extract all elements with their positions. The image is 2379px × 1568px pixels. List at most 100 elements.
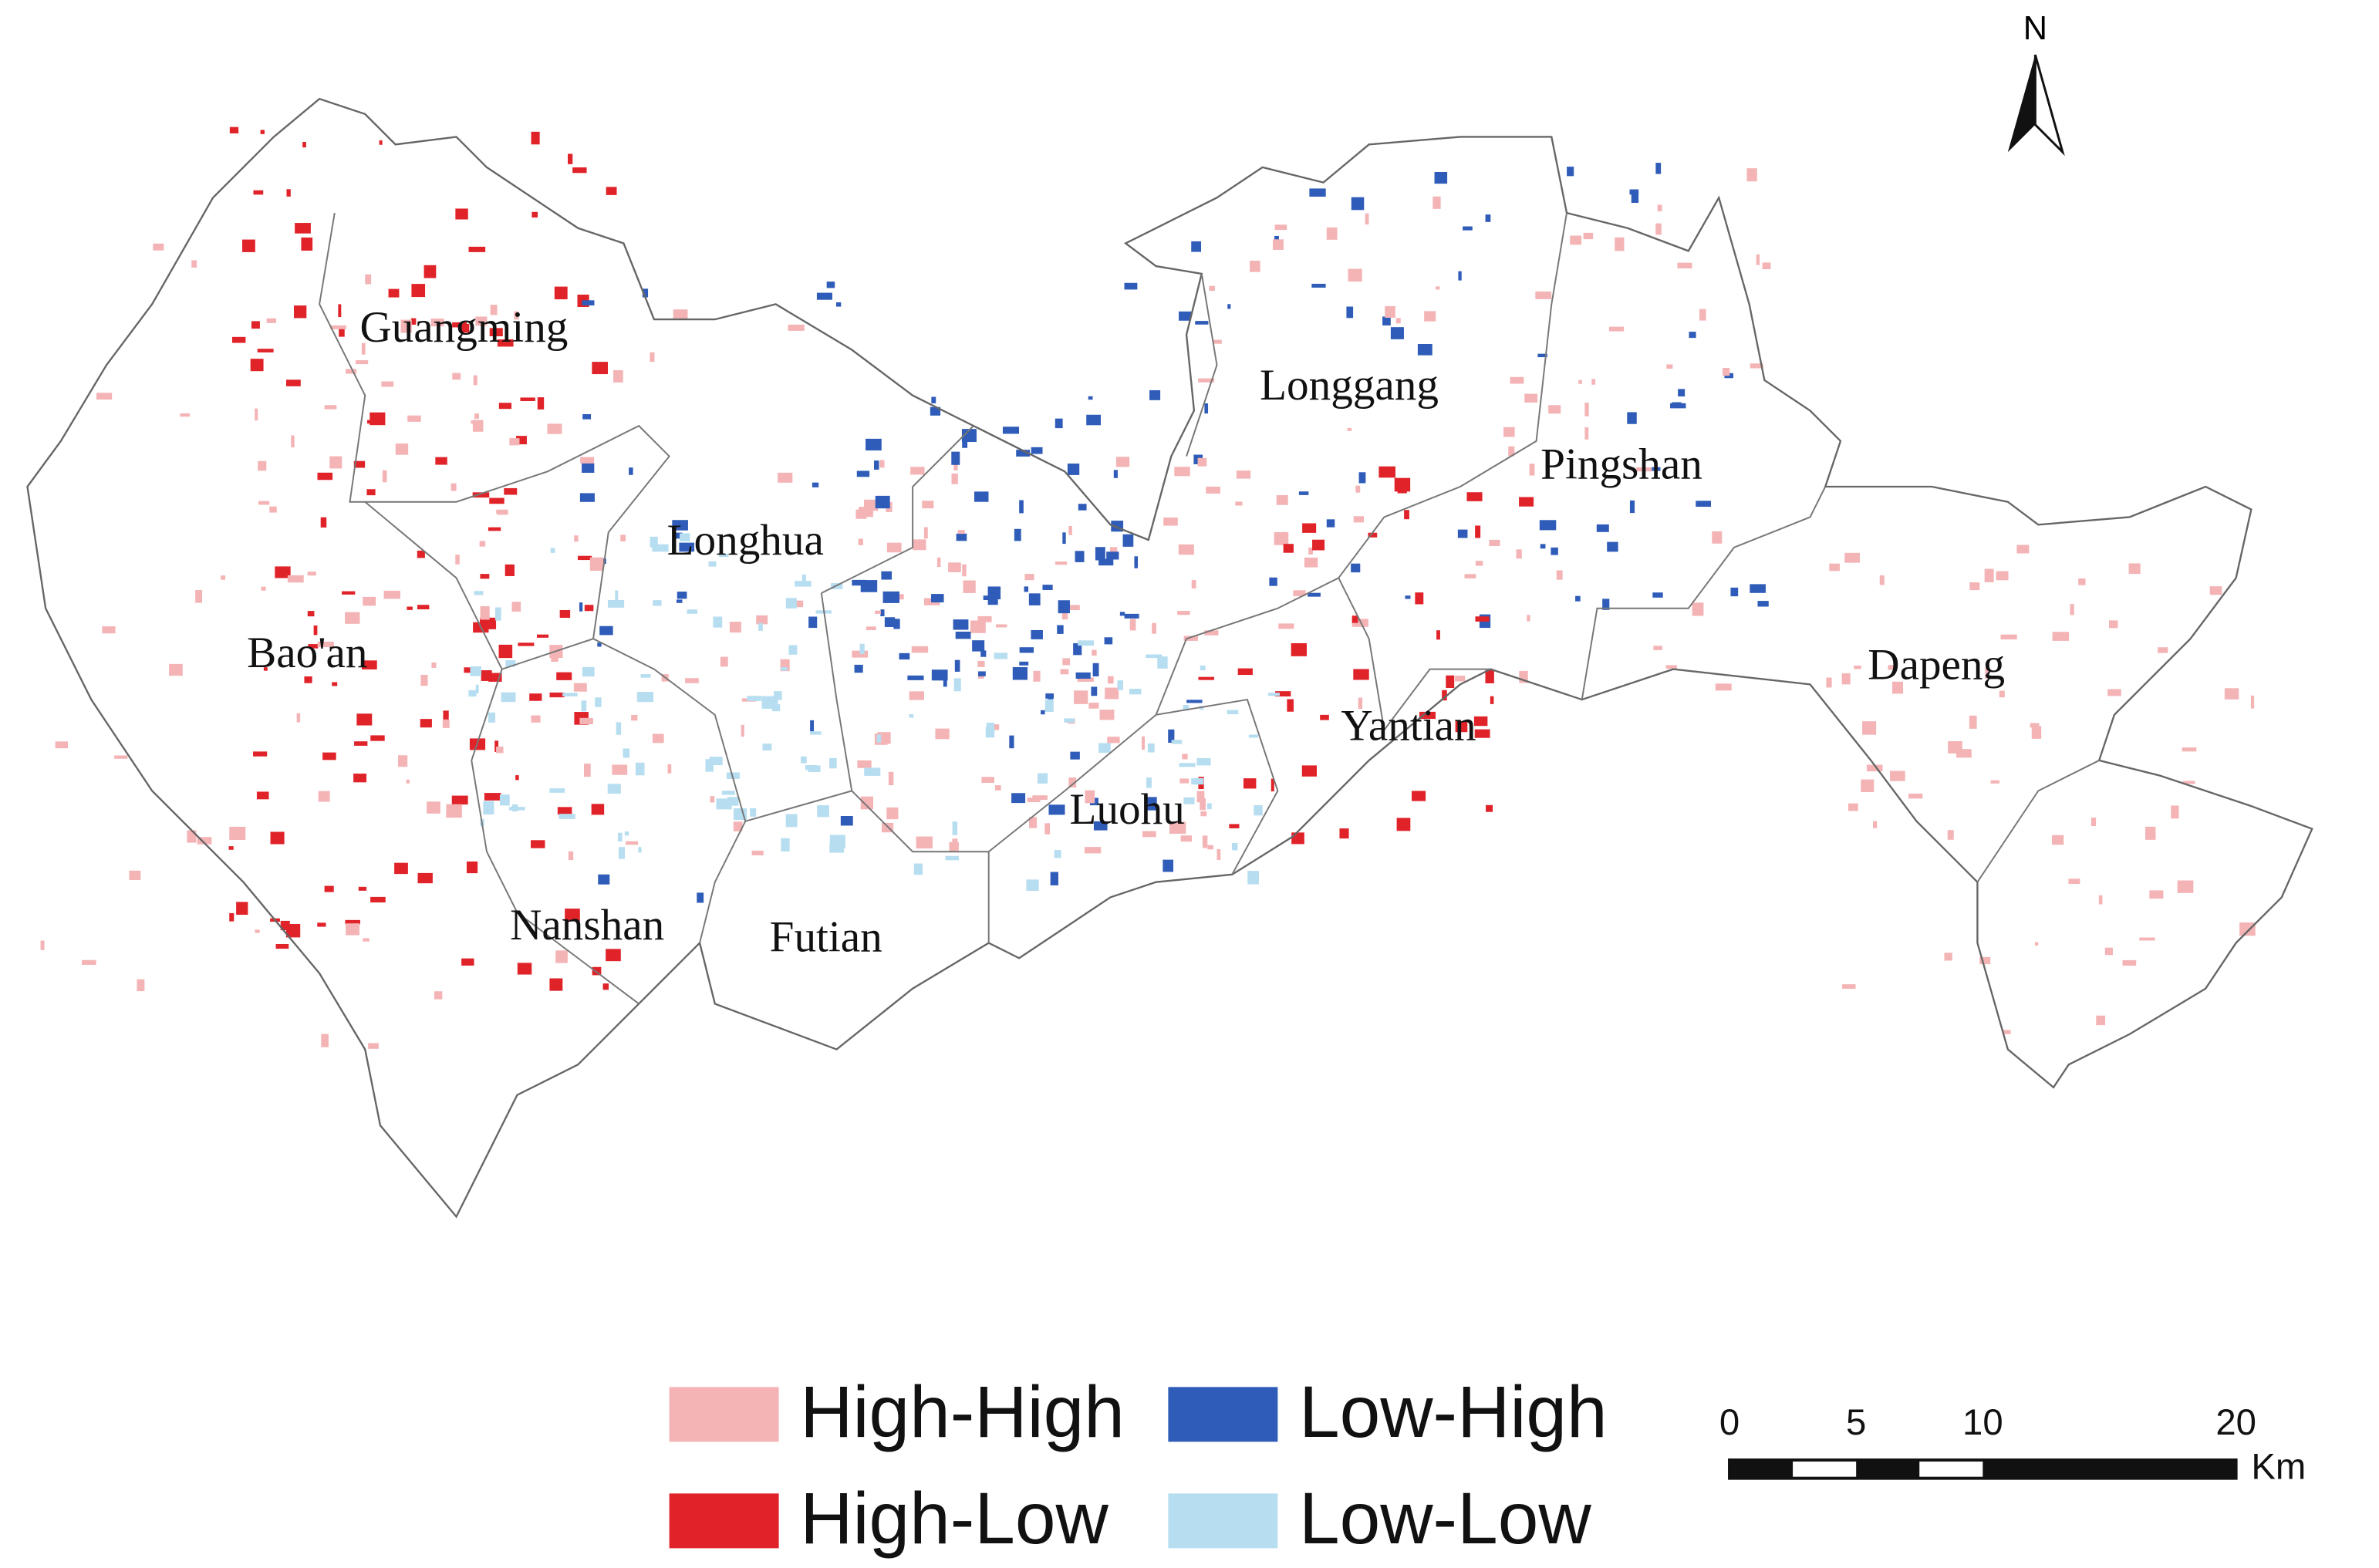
cluster-patch (1200, 665, 1206, 671)
cluster-patch (1062, 658, 1071, 666)
cluster-patch (366, 489, 376, 496)
cluster-patch (302, 142, 306, 148)
cluster-patch (618, 832, 623, 842)
cluster-patch (907, 675, 924, 680)
cluster-patch (1142, 831, 1156, 838)
cluster-patch (451, 795, 468, 805)
cluster-patch (995, 624, 1007, 628)
cluster-patch (1062, 532, 1066, 545)
cluster-patch (910, 467, 925, 475)
cluster-patch (1551, 547, 1558, 555)
cluster-patch (2104, 947, 2113, 956)
cluster-patch (417, 872, 433, 884)
cluster-patch (1058, 600, 1070, 614)
cluster-patch (1540, 544, 1546, 549)
scale-bar-segment (1856, 1459, 1920, 1479)
cluster-patch (1198, 378, 1215, 383)
cluster-patch (1396, 818, 1411, 831)
cluster-patch (345, 919, 360, 925)
district-label: Luohu (1070, 785, 1185, 834)
cluster-patch (1417, 344, 1432, 356)
cluster-patch (758, 622, 763, 631)
cluster-patch (1715, 683, 1732, 691)
cluster-patch (1274, 235, 1279, 241)
cluster-patch (466, 861, 478, 874)
cluster-patch (330, 325, 346, 329)
cluster-patch (778, 472, 793, 483)
cluster-patch (1996, 571, 2009, 581)
cluster-patch (727, 797, 739, 806)
cluster-patch (1591, 379, 1596, 385)
cluster-patch (1841, 673, 1851, 685)
cluster-patch (1351, 197, 1365, 211)
cluster-patch (529, 693, 542, 701)
cluster-patch (1191, 777, 1204, 785)
cluster-patch (974, 491, 989, 502)
cluster-patch (595, 697, 602, 707)
cluster-patch (1050, 872, 1058, 885)
cluster-patch (1104, 637, 1113, 645)
cluster-patch (800, 756, 807, 764)
cluster-patch (2003, 1030, 2011, 1034)
cluster-patch (1149, 389, 1161, 400)
cluster-patch (1854, 665, 1861, 669)
cluster-patch (366, 420, 383, 424)
cluster-patch (1019, 661, 1029, 666)
cluster-patch (710, 796, 715, 803)
cluster-patch (667, 764, 672, 774)
cluster-patch (1890, 771, 1905, 781)
cluster-patch (464, 667, 471, 673)
cluster-patch (1206, 487, 1220, 494)
cluster-patch (1204, 630, 1219, 636)
cluster-patch (1442, 690, 1447, 701)
cluster-patch (1457, 529, 1468, 538)
district-label: Longgang (1260, 361, 1439, 410)
cluster-patch (1068, 777, 1077, 787)
cluster-patch (582, 300, 595, 306)
cluster-patch (1250, 261, 1260, 272)
cluster-patch (672, 520, 688, 531)
cluster-patch (430, 319, 444, 327)
cluster-patch (1596, 524, 1609, 532)
cluster-patch (1227, 710, 1239, 715)
cluster-patch (875, 610, 881, 614)
cluster-patch (1142, 736, 1146, 750)
cluster-patch (2034, 942, 2039, 946)
cluster-patch (498, 644, 513, 659)
cluster-patch (1351, 615, 1358, 623)
district-boundaries (319, 212, 2100, 1005)
cluster-patch (986, 722, 994, 728)
cluster-patch (909, 691, 925, 700)
cluster-patch (1119, 612, 1125, 616)
cluster-patch (489, 497, 504, 504)
cluster-patch (1024, 586, 1029, 592)
cluster-patch (1213, 339, 1222, 344)
cluster-patch (2052, 632, 2070, 641)
cluster-patch (808, 616, 818, 629)
cluster-patch (1107, 737, 1120, 744)
cluster-patch (1584, 427, 1589, 440)
cluster-patch (962, 564, 967, 577)
cluster-patch (1351, 563, 1361, 573)
cluster-patch (496, 746, 504, 754)
cluster-patch (1191, 580, 1196, 588)
cluster-patch (1055, 418, 1063, 429)
cluster-patch (494, 740, 499, 752)
cluster-patch (1677, 262, 1692, 268)
cluster-patch (550, 548, 555, 553)
cluster-patch (1146, 777, 1152, 788)
cluster-patch (488, 527, 501, 531)
cluster-patch (680, 533, 690, 541)
cluster-patch (1446, 675, 1455, 688)
cluster-patch (1237, 668, 1253, 676)
cluster-patch (114, 755, 128, 759)
cluster-patch (358, 886, 367, 891)
cluster-patch (1065, 605, 1080, 611)
cluster-patch (697, 892, 704, 903)
cluster-patch (1519, 497, 1534, 507)
cluster-patch (379, 140, 383, 145)
cluster-patch (1353, 516, 1365, 523)
cluster-patch (1485, 214, 1491, 222)
district-label: Dapeng (1868, 641, 2005, 690)
cluster-patch (481, 670, 492, 681)
